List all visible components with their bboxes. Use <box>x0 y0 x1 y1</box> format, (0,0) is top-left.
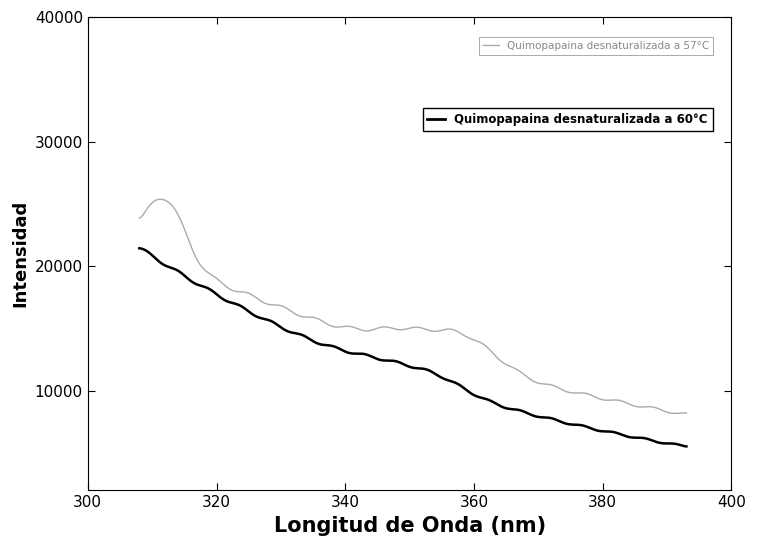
Legend: Quimopapaina desnaturalizada a 60°C: Quimopapaina desnaturalizada a 60°C <box>422 108 712 131</box>
Y-axis label: Intensidad: Intensidad <box>11 200 29 307</box>
X-axis label: Longitud de Onda (nm): Longitud de Onda (nm) <box>273 516 546 536</box>
